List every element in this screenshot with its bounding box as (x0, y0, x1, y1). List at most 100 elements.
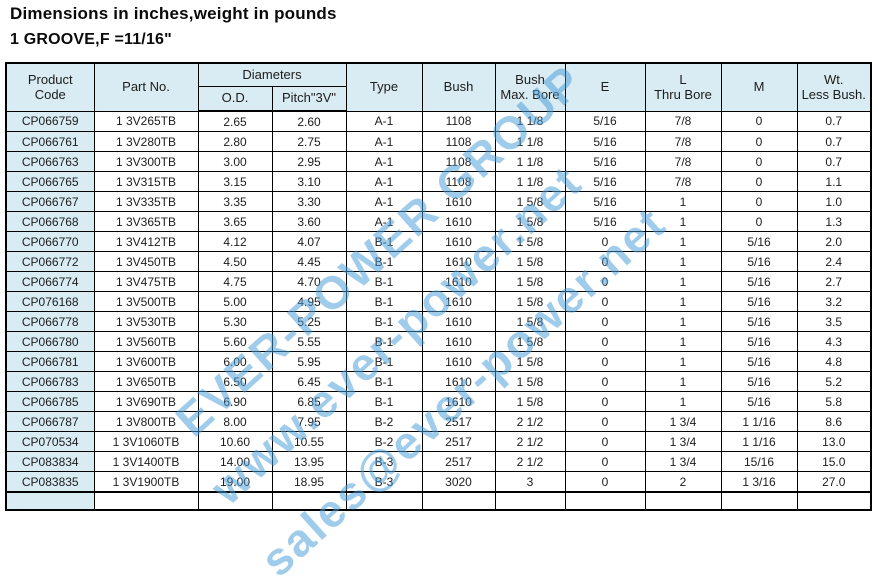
e-cell: 5/16 (564, 171, 646, 192)
od-cell: 3.35 (197, 191, 273, 212)
product-code-cell: CP066774 (5, 271, 95, 292)
part-no-cell: 1 3V1060TB (93, 431, 199, 452)
e-cell: 0 (564, 391, 646, 412)
bush-cell: 1108 (421, 110, 496, 132)
m-cell: 0 (720, 151, 798, 172)
pitch-3v-cell: 7.95 (271, 411, 347, 432)
e-cell: 5/16 (564, 110, 646, 132)
type-cell: A-1 (345, 131, 423, 152)
m-cell: 5/16 (720, 271, 798, 292)
part-no-cell: 1 3V265TB (93, 110, 199, 132)
e-cell: 0 (564, 431, 646, 452)
bush-max-bore-cell: 1 5/8 (494, 271, 566, 292)
e-cell: 5/16 (564, 151, 646, 172)
bush-cell: 2517 (421, 451, 496, 472)
bush-cell: 1610 (421, 331, 496, 352)
part-no-cell: 1 3V650TB (93, 371, 199, 392)
pitch-3v-cell: 4.70 (271, 271, 347, 292)
l-thru-bore-cell: 7/8 (644, 151, 722, 172)
od-cell: 14.00 (197, 451, 273, 472)
wt-less-bush-cell: 0.7 (796, 110, 872, 132)
bush-max-bore-cell: 1 5/8 (494, 291, 566, 312)
bush-cell: 1610 (421, 251, 496, 272)
l-thru-bore-cell: 7/8 (644, 110, 722, 132)
part-no-cell: 1 3V500TB (93, 291, 199, 312)
bush-cell: 1610 (421, 271, 496, 292)
od-cell: 4.75 (197, 271, 273, 292)
type-cell: B-1 (345, 391, 423, 412)
bush-cell: 3020 (421, 471, 496, 493)
page-subtitle: 1 GROOVE,F =11/16" (10, 31, 172, 48)
product-code-cell: CP076168 (5, 291, 95, 312)
table-row: CP066781 1 3V600TB 6.00 5.95 B-1 1610 1 5/8 0 1 5… (5, 351, 872, 372)
part-no-cell: 1 3V365TB (93, 211, 199, 232)
m-cell: 5/16 (720, 291, 798, 312)
part-no-cell: 1 3V530TB (93, 311, 199, 332)
product-code-cell: CP066767 (5, 191, 95, 212)
bush-cell: 1610 (421, 211, 496, 232)
header-type: Type (345, 62, 423, 112)
wt-less-bush-cell: 15.0 (796, 451, 872, 472)
header-bush-max-bore: Bush Max. Bore (494, 62, 566, 112)
l-thru-bore-cell: 7/8 (644, 171, 722, 192)
od-cell: 10.60 (197, 431, 273, 452)
m-cell: 5/16 (720, 371, 798, 392)
m-cell (720, 491, 798, 511)
m-cell: 5/16 (720, 231, 798, 252)
pitch-3v-cell: 10.55 (271, 431, 347, 452)
e-cell: 0 (564, 451, 646, 472)
header-l-thru-bore: L Thru Bore (644, 62, 722, 112)
bush-cell: 1108 (421, 171, 496, 192)
table-header: Product Code Part No. Diameters Type Bus… (5, 62, 872, 112)
l-thru-bore-cell: 1 (644, 231, 722, 252)
l-thru-bore-cell: 1 (644, 331, 722, 352)
wt-less-bush-cell: 27.0 (796, 471, 872, 493)
type-cell: B-1 (345, 231, 423, 252)
pitch-3v-cell: 2.95 (271, 151, 347, 172)
e-cell: 0 (564, 471, 646, 493)
l-thru-bore-cell: 1 (644, 211, 722, 232)
m-cell: 0 (720, 131, 798, 152)
m-cell: 5/16 (720, 391, 798, 412)
type-cell: B-2 (345, 431, 423, 452)
m-cell: 5/16 (720, 351, 798, 372)
wt-less-bush-cell: 13.0 (796, 431, 872, 452)
l-thru-bore-cell: 1 (644, 191, 722, 212)
table-row: CP066783 1 3V650TB 6.50 6.45 B-1 1610 1 5/8 0 1 5… (5, 371, 872, 392)
bush-max-bore-cell: 1 5/8 (494, 211, 566, 232)
m-cell: 1 1/16 (720, 411, 798, 432)
product-code-cell: CP066768 (5, 211, 95, 232)
type-cell: B-1 (345, 311, 423, 332)
type-cell: A-1 (345, 110, 423, 132)
table-row: CP066778 1 3V530TB 5.30 5.25 B-1 1610 1 5/8 0 1 5… (5, 311, 872, 332)
table-row: CP083835 1 3V1900TB 19.00 18.95 B-3 3020 3 0 2 1 … (5, 471, 872, 493)
table-body: CP066759 1 3V265TB 2.65 2.60 A-1 1108 1 1/8 5/1… (5, 110, 872, 511)
table-row: CP066763 1 3V300TB 3.00 2.95 A-1 1108 1 1/8 5/1… (5, 151, 872, 172)
product-code-cell: CP066761 (5, 131, 95, 152)
pitch-3v-cell: 3.60 (271, 211, 347, 232)
bush-max-bore-cell: 1 5/8 (494, 331, 566, 352)
od-cell: 3.65 (197, 211, 273, 232)
table-row: CP066770 1 3V412TB 4.12 4.07 B-1 1610 1 5/8 0 1 5… (5, 231, 872, 252)
type-cell: B-1 (345, 351, 423, 372)
e-cell: 0 (564, 351, 646, 372)
header-product-code: Product Code (5, 62, 95, 112)
bush-cell: 1108 (421, 151, 496, 172)
header-wt-less-bush: Wt. Less Bush. (796, 62, 872, 112)
wt-less-bush-cell: 4.8 (796, 351, 872, 372)
type-cell: B-1 (345, 371, 423, 392)
bush-max-bore-cell (494, 491, 566, 511)
od-cell: 3.15 (197, 171, 273, 192)
wt-less-bush-cell: 3.5 (796, 311, 872, 332)
od-cell: 6.90 (197, 391, 273, 412)
od-cell: 5.60 (197, 331, 273, 352)
l-thru-bore-cell: 1 (644, 251, 722, 272)
od-cell: 4.12 (197, 231, 273, 252)
type-cell: B-1 (345, 251, 423, 272)
bush-cell: 1108 (421, 131, 496, 152)
type-cell (345, 491, 423, 511)
l-thru-bore-cell: 7/8 (644, 131, 722, 152)
product-code-cell: CP066778 (5, 311, 95, 332)
table-row: CP066785 1 3V690TB 6.90 6.85 B-1 1610 1 5/8 0 1 5… (5, 391, 872, 412)
bush-cell: 1610 (421, 351, 496, 372)
